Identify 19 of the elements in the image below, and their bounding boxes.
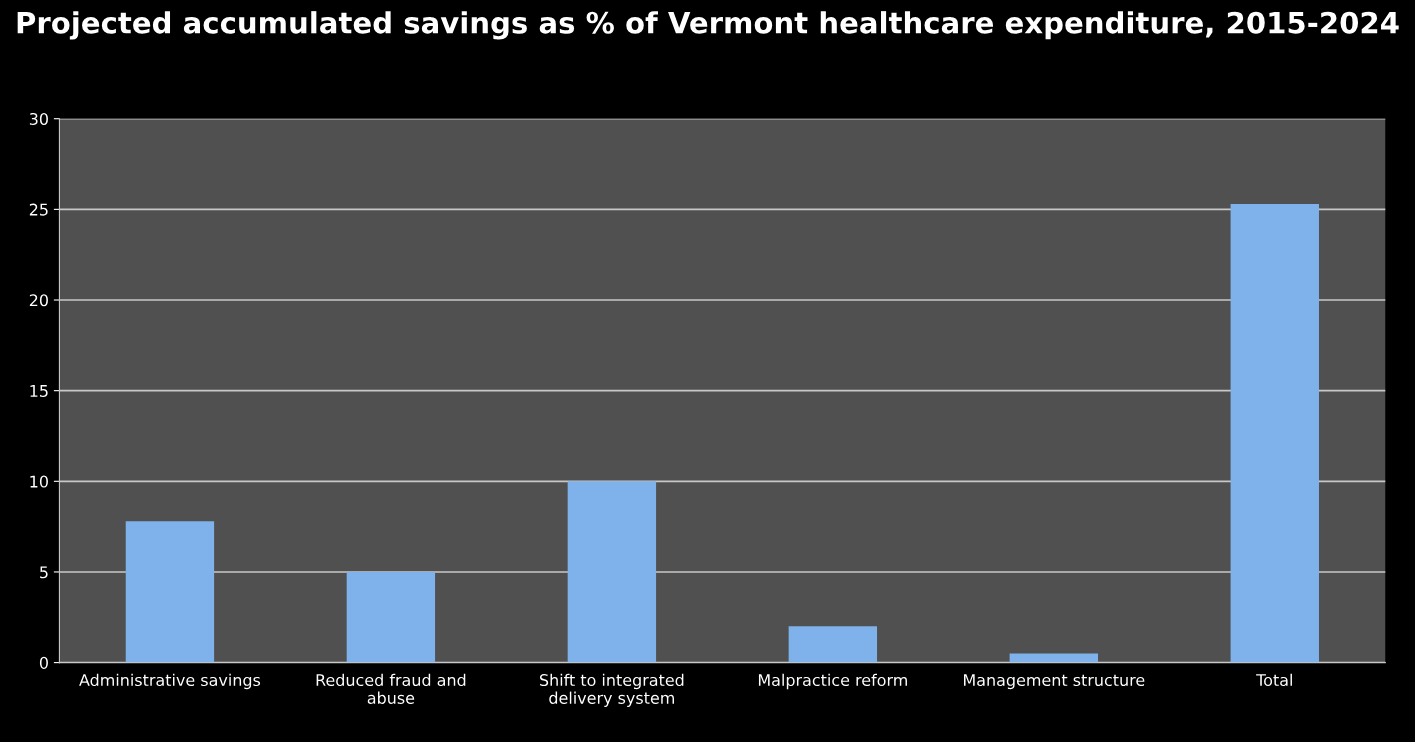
y-tick-label: 20 [29, 294, 48, 307]
x-tick-label: Reduced fraud and abuse [316, 673, 466, 704]
x-tick-label: Malpractice reform [758, 673, 907, 690]
bar [1230, 203, 1319, 663]
x-tick-label: Administrative savings [79, 673, 261, 690]
y-tick-label: 0 [39, 656, 48, 669]
bar [125, 521, 215, 663]
y-tick-label: 15 [30, 385, 48, 397]
y-tick-label: 10 [30, 475, 48, 488]
bar [346, 571, 436, 663]
x-tick-label: Management structure [964, 674, 1145, 690]
x-tick-label: Total [1256, 673, 1292, 687]
y-tick-label: 25 [29, 203, 48, 216]
bar [567, 481, 657, 663]
y-tick-label: 5 [40, 566, 48, 579]
x-tick-label: Shift to integrated delivery system [539, 673, 684, 708]
chart-title: Projected accumulated savings as % of Vermont healthcare expenditure, 2015-2024 [17, 11, 1399, 40]
bar [788, 626, 878, 663]
y-tick-label: 30 [29, 112, 48, 126]
